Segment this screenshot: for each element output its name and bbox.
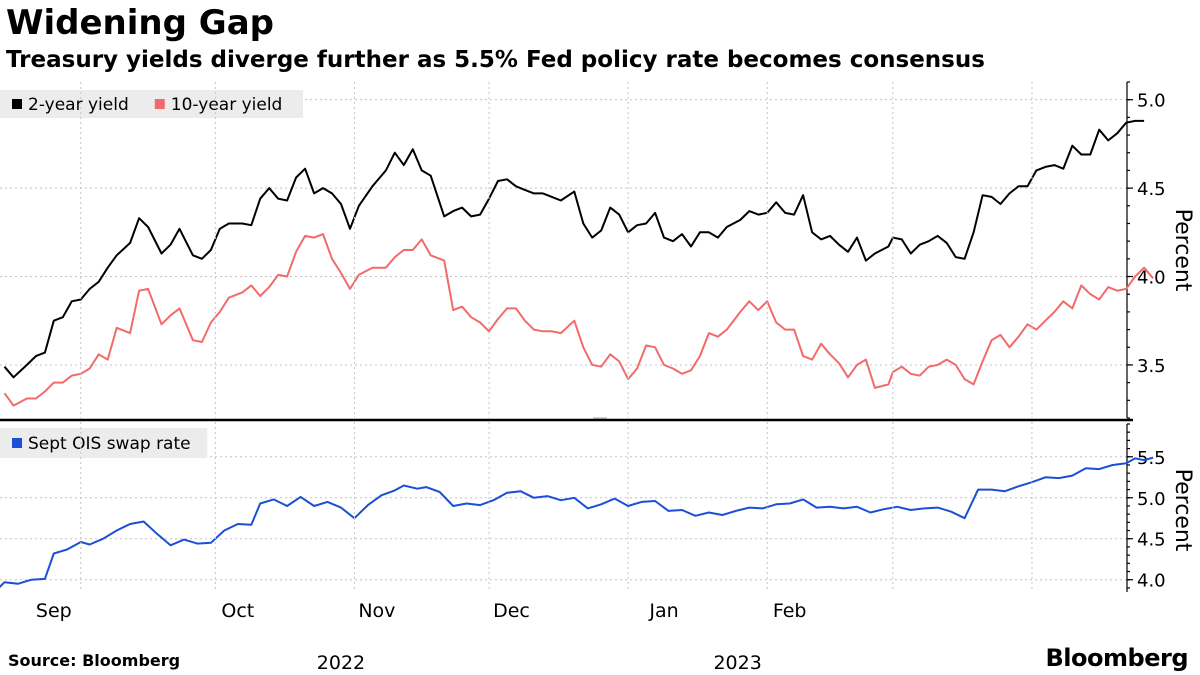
chart-subtitle: Treasury yields diverge further as 5.5% … xyxy=(6,47,985,73)
x-year-label: 2023 xyxy=(713,652,761,674)
y-tick-label: 3.5 xyxy=(1137,356,1166,377)
x-tick-label: Sep xyxy=(36,600,72,622)
y-tick-label: 5.0 xyxy=(1137,489,1166,510)
y-tick-label: 4.0 xyxy=(1137,268,1166,289)
y-tick-label: 4.0 xyxy=(1137,571,1166,592)
legend: 2-year yield 10-year yield xyxy=(0,90,303,118)
x-tick-label: Oct xyxy=(221,600,254,622)
legend: Sept OIS swap rate xyxy=(0,428,208,458)
source-note: Source: Bloomberg xyxy=(8,651,181,670)
brand-logo: Bloomberg xyxy=(1045,644,1189,672)
series-line-sept-ois-swap-rate xyxy=(0,456,1154,589)
x-axis: Sep Oct Nov Dec Jan Feb 2022 2023 xyxy=(36,82,1033,674)
y-tick-label: 4.5 xyxy=(1137,179,1166,200)
x-year-label: 2022 xyxy=(317,652,365,674)
legend-background xyxy=(0,90,303,118)
legend-label: 2-year yield xyxy=(28,95,129,115)
legend-swatch xyxy=(154,99,165,109)
y-axis-title: Percent xyxy=(1170,209,1195,292)
legend-label: Sept OIS swap rate xyxy=(28,434,191,454)
x-tick-label: Nov xyxy=(358,600,395,622)
y-axis-title: Percent xyxy=(1170,469,1195,552)
y-tick-label: 5.0 xyxy=(1137,91,1166,112)
series-line-2-year-yield xyxy=(3,119,1145,379)
x-tick-label: Feb xyxy=(773,600,807,622)
chart-title: Widening Gap xyxy=(6,3,274,43)
x-tick-label: Dec xyxy=(493,600,530,622)
series-line-10-year-yield xyxy=(3,233,1154,407)
top-panel: 3.5 4.0 4.5 5.0 Percent 2-year yield 10-year y… xyxy=(0,81,1195,419)
y-tick-label: 4.5 xyxy=(1137,530,1166,551)
x-tick-label: Jan xyxy=(648,600,678,622)
legend-swatch xyxy=(12,99,22,109)
legend-swatch xyxy=(12,438,22,448)
legend-background xyxy=(0,428,208,458)
legend-label: 10-year yield xyxy=(171,95,283,115)
